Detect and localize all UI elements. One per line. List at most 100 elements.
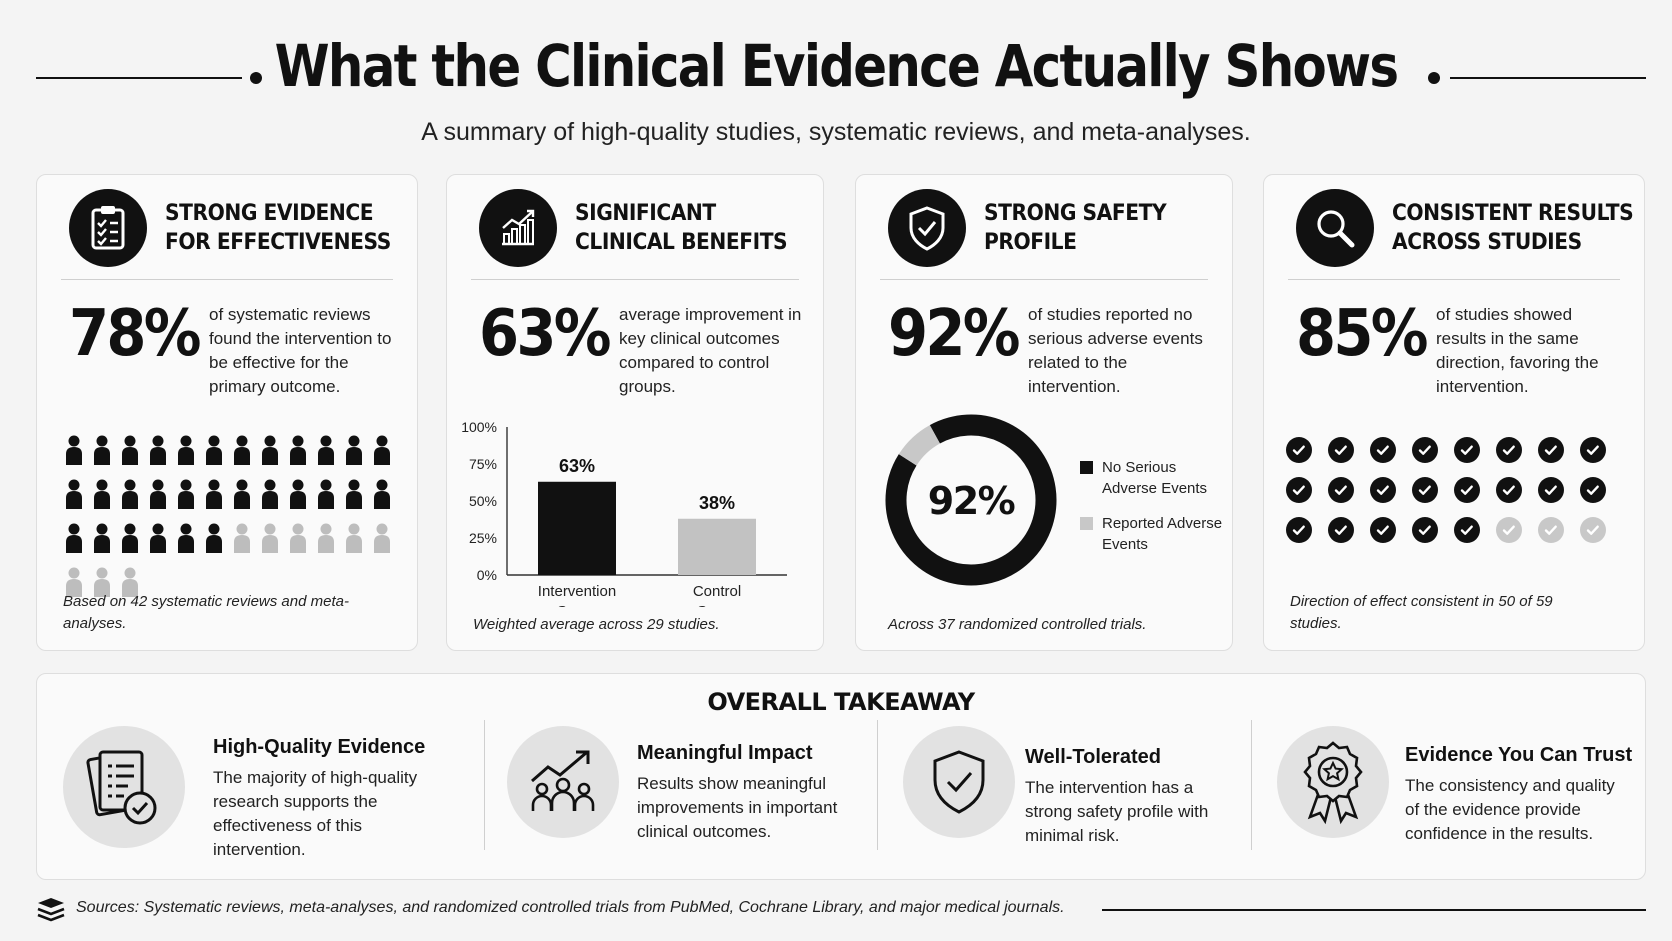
person-icon-filled — [346, 435, 362, 465]
x-tick-label: InterventionGroup — [538, 583, 616, 607]
person-icon-filled — [374, 435, 390, 465]
stat-description: of studies reported no serious adverse e… — [1028, 305, 1203, 396]
rising-bar-chart-icon — [479, 189, 557, 267]
person-icon-filled — [178, 523, 194, 553]
card-consistent-results: CONSISTENT RESULTS ACROSS STUDIES 85% of… — [1263, 174, 1645, 651]
y-tick-label: 75% — [469, 456, 497, 472]
card-heading-line: STRONG EVIDENCE — [165, 201, 374, 226]
takeaway-divider — [877, 720, 878, 850]
check-icon-filled — [1328, 437, 1354, 463]
stat-value: 85% — [1296, 297, 1428, 371]
card-footnote: Direction of effect consistent in 50 of … — [1290, 593, 1553, 632]
person-icon-filled — [150, 479, 166, 509]
check-icon-empty — [1580, 517, 1606, 543]
legend-item: No Serious Adverse Events — [1080, 457, 1230, 501]
person-icon-filled — [94, 479, 110, 509]
check-icon-filled — [1412, 437, 1438, 463]
takeaway-heading: Evidence You Can Trust — [1405, 744, 1633, 766]
card-divider — [880, 279, 1208, 280]
stat-description: average improvement in key clinical outc… — [619, 305, 802, 396]
document-check-icon — [63, 726, 185, 848]
title-line-left — [36, 77, 242, 79]
stat-value: 92% — [888, 297, 1020, 371]
person-icon-filled — [234, 435, 250, 465]
award-ribbon-icon — [1277, 726, 1389, 838]
card-heading: SIGNIFICANT CLINICAL BENEFITS — [575, 199, 805, 257]
donut-chart: 92% — [885, 414, 1057, 586]
person-icon-empty — [318, 523, 334, 553]
person-icon-empty — [234, 523, 250, 553]
bar — [678, 518, 756, 575]
card-footnote: Weighted average across 29 studies. — [473, 616, 720, 633]
y-tick-label: 100% — [461, 419, 497, 435]
takeaway-heading: High-Quality Evidence — [213, 736, 426, 758]
person-icon-filled — [234, 479, 250, 509]
check-icon-filled — [1370, 517, 1396, 543]
takeaway-divider — [484, 720, 485, 850]
check-icon-filled — [1370, 437, 1396, 463]
check-icon-filled — [1286, 477, 1312, 503]
people-pictogram — [63, 435, 393, 597]
bar-value-label: 38% — [699, 493, 735, 513]
person-icon-filled — [262, 479, 278, 509]
title-dot-right — [1428, 72, 1440, 84]
person-icon-filled — [66, 523, 82, 553]
person-icon-filled — [318, 479, 334, 509]
person-icon-filled — [150, 523, 166, 553]
card-heading-line: STRONG SAFETY — [984, 201, 1167, 226]
page-subtitle: A summary of high-quality studies, syste… — [421, 118, 1251, 146]
card-heading: STRONG EVIDENCE FOR EFFECTIVENESS — [165, 199, 395, 257]
person-icon-filled — [178, 479, 194, 509]
takeaway-text: Results show meaningful improvements in … — [637, 774, 838, 841]
title-dot-left — [250, 72, 262, 84]
title-row: What the Clinical Evidence Actually Show… — [0, 28, 1672, 108]
bar — [538, 481, 616, 575]
legend-swatch — [1080, 461, 1093, 474]
takeaway-item-high-quality-evidence: High-Quality Evidence The majority of hi… — [63, 674, 463, 881]
takeaway-item-evidence-you-can-trust: Evidence You Can Trust The consistency a… — [1277, 674, 1637, 881]
check-icon-filled — [1538, 477, 1564, 503]
card-divider — [61, 279, 393, 280]
shield-check-icon — [888, 189, 966, 267]
takeaway-text: The intervention has a strong safety pro… — [1025, 778, 1209, 845]
check-icon-filled — [1580, 477, 1606, 503]
card-heading-line: PROFILE — [984, 230, 1077, 255]
card-heading: STRONG SAFETY PROFILE — [984, 199, 1214, 257]
check-icon-filled — [1454, 437, 1480, 463]
check-icon-filled — [1496, 477, 1522, 503]
takeaway-divider — [1251, 720, 1252, 850]
person-icon-filled — [66, 479, 82, 509]
card-footnote: Based on 42 systematic reviews and meta-… — [63, 593, 349, 632]
card-effectiveness: STRONG EVIDENCE FOR EFFECTIVENESS 78% of… — [36, 174, 418, 651]
legend-item: Reported Adverse Events — [1080, 513, 1230, 557]
check-icon-filled — [1286, 437, 1312, 463]
check-icon-filled — [1286, 517, 1312, 543]
legend-label: Reported Adverse Events — [1102, 515, 1223, 553]
card-heading: CONSISTENT RESULTS ACROSS STUDIES — [1392, 199, 1634, 257]
person-icon-filled — [346, 479, 362, 509]
person-icon-filled — [290, 479, 306, 509]
person-icon-filled — [122, 523, 138, 553]
person-icon-filled — [206, 435, 222, 465]
stat-value: 63% — [479, 297, 611, 371]
takeaway-text: The majority of high-quality research su… — [213, 768, 418, 859]
person-icon-filled — [374, 479, 390, 509]
title-line-right — [1450, 77, 1646, 79]
check-icon-filled — [1496, 437, 1522, 463]
donut-slice — [898, 425, 941, 466]
legend-label: No Serious Adverse Events — [1102, 459, 1208, 497]
bar-chart: 0% 25% 50% 75% 100% 63% InterventionGroup 38% Co… — [461, 419, 787, 607]
check-icon-filled — [1370, 477, 1396, 503]
person-icon-empty — [374, 523, 390, 553]
clipboard-checklist-icon — [69, 189, 147, 267]
takeaway-text: The consistency and quality of the evide… — [1405, 776, 1615, 843]
person-icon-filled — [94, 523, 110, 553]
person-icon-empty — [290, 523, 306, 553]
person-icon-filled — [262, 435, 278, 465]
growth-people-icon — [507, 726, 619, 838]
check-icon-filled — [1454, 517, 1480, 543]
sources-footer: Sources: Systematic reviews, meta-analys… — [36, 895, 1646, 925]
check-icon-filled — [1454, 477, 1480, 503]
card-safety-profile: STRONG SAFETY PROFILE 92% of studies rep… — [855, 174, 1233, 651]
person-icon-empty — [66, 567, 82, 597]
